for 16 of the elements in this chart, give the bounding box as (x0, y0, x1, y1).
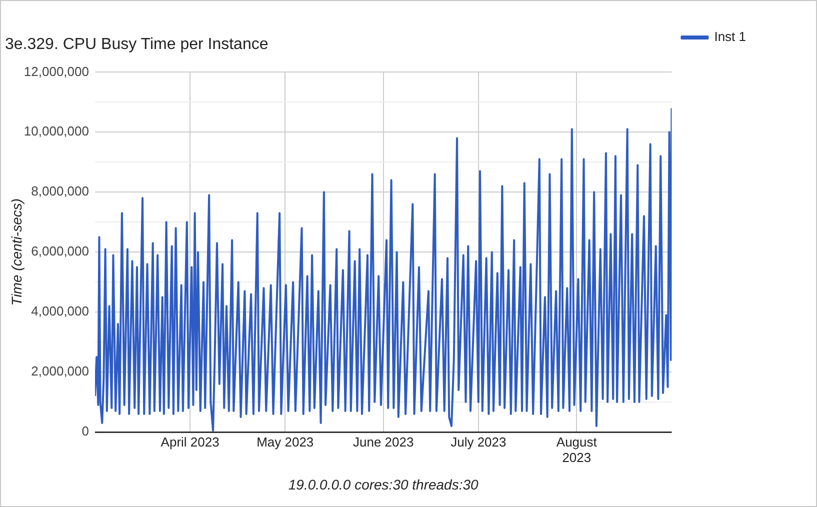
y-tick-label: 4,000,000 (31, 304, 89, 319)
x-axis-title: 19.0.0.0.0 cores:30 threads:30 (288, 476, 479, 492)
x-tick-label: June 2023 (352, 434, 414, 450)
y-tick-label: 2,000,000 (31, 364, 89, 379)
y-tick-label: 6,000,000 (31, 244, 89, 259)
y-tick-label: 10,000,000 (24, 124, 89, 139)
y-tick-label: 8,000,000 (31, 184, 89, 199)
x-tick-label: May 2023 (256, 434, 314, 450)
chart-title: 3e.329. CPU Busy Time per Instance (5, 36, 268, 54)
x-tick-label: July 2023 (450, 434, 506, 450)
y-axis-title: Time (centi-secs) (8, 198, 24, 306)
y-tick-label: 0 (82, 424, 89, 439)
y-tick-label: 12,000,000 (24, 64, 89, 79)
x-tick-label: April 2023 (160, 434, 220, 450)
x-tick-label: August 2023 (556, 434, 598, 465)
legend-label: Inst 1 (714, 29, 746, 44)
